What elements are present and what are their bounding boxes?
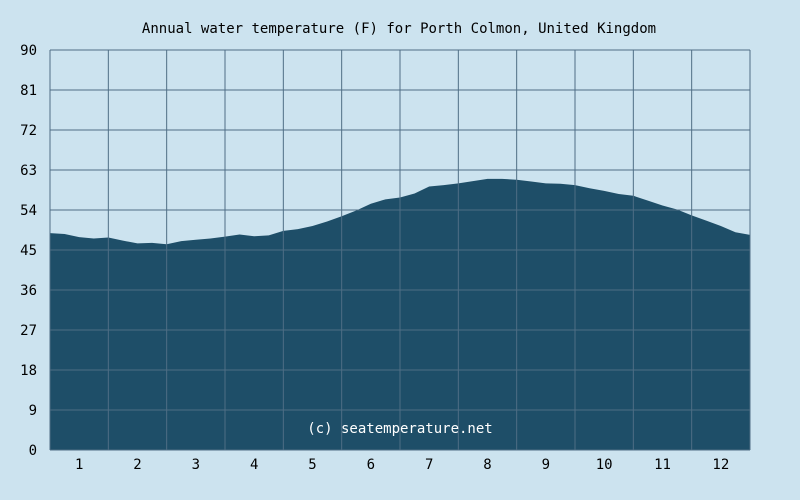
y-tick-label: 9 <box>29 403 37 419</box>
y-tick-label: 27 <box>20 323 37 339</box>
x-tick-label: 11 <box>654 457 671 473</box>
y-tick-label: 72 <box>20 123 37 139</box>
x-tick-label: 9 <box>542 457 550 473</box>
chart-title: Annual water temperature (F) for Porth C… <box>142 21 656 37</box>
x-tick-label: 7 <box>425 457 433 473</box>
x-tick-label: 5 <box>308 457 316 473</box>
y-tick-label: 45 <box>20 243 37 259</box>
x-tick-label: 2 <box>133 457 141 473</box>
x-axis: 1 2 3 4 5 6 7 8 9 10 11 12 <box>75 457 729 473</box>
x-tick-label: 4 <box>250 457 258 473</box>
x-tick-label: 10 <box>596 457 613 473</box>
grid-layer <box>49 49 751 451</box>
x-tick-label: 8 <box>483 457 491 473</box>
x-tick-label: 12 <box>712 457 729 473</box>
y-tick-label: 36 <box>20 283 37 299</box>
y-tick-label: 90 <box>20 43 37 59</box>
x-tick-label: 1 <box>75 457 83 473</box>
x-tick-label: 3 <box>192 457 200 473</box>
y-axis: 0 9 18 27 36 45 54 63 72 81 90 <box>20 43 37 459</box>
credit-text: (c) seatemperature.net <box>307 421 492 437</box>
y-tick-label: 54 <box>20 203 37 219</box>
y-tick-label: 0 <box>29 443 37 459</box>
y-tick-label: 81 <box>20 83 37 99</box>
y-tick-label: 63 <box>20 163 37 179</box>
x-tick-label: 6 <box>367 457 375 473</box>
y-tick-label: 18 <box>20 363 37 379</box>
